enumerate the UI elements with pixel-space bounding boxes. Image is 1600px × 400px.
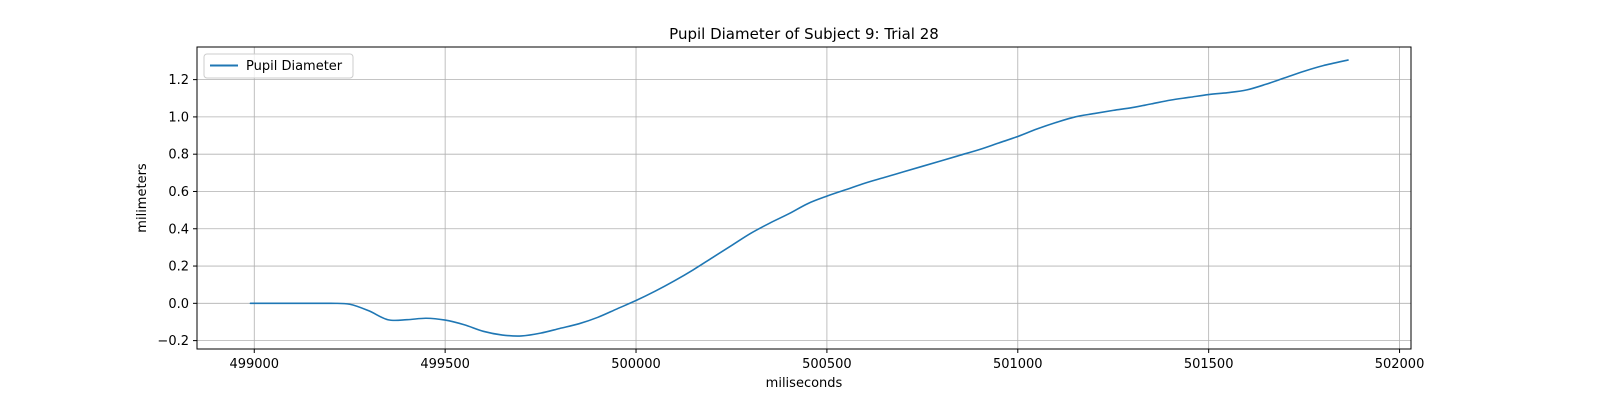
grid <box>197 47 1411 349</box>
x-tick-label: 501000 <box>993 357 1043 372</box>
x-tick-label: 502000 <box>1375 357 1425 372</box>
x-tick-label: 499500 <box>420 357 470 372</box>
x-tick-label: 499000 <box>229 357 279 372</box>
series-line-pupil-diameter <box>249 59 1349 337</box>
legend: Pupil Diameter <box>203 53 354 79</box>
y-tick-label: −0.2 <box>157 334 189 349</box>
plot-frame <box>196 46 1412 350</box>
y-tick-label: 0.4 <box>168 222 189 237</box>
x-tick-label: 500500 <box>802 357 852 372</box>
x-tick-label: 500000 <box>611 357 661 372</box>
legend-label: Pupil Diameter <box>246 59 343 74</box>
legend-box <box>203 53 354 79</box>
y-tick-label: 0.6 <box>168 185 189 200</box>
y-tick-label: 0.2 <box>168 260 189 275</box>
series-layer <box>249 59 1349 337</box>
chart-title: Pupil Diameter of Subject 9: Trial 28 <box>669 25 939 43</box>
y-tick-label: 0.0 <box>168 297 189 312</box>
y-tick-label: 1.2 <box>168 73 189 88</box>
axis-ticks: 499000 499500 500000 500500 501000 501500 5020… <box>157 73 1424 372</box>
y-axis-label: milimeters <box>135 163 150 233</box>
x-tick-label: 501500 <box>1184 357 1234 372</box>
x-axis-label: miliseconds <box>766 376 843 391</box>
y-tick-label: 1.0 <box>168 110 189 125</box>
y-tick-label: 0.8 <box>168 148 189 163</box>
